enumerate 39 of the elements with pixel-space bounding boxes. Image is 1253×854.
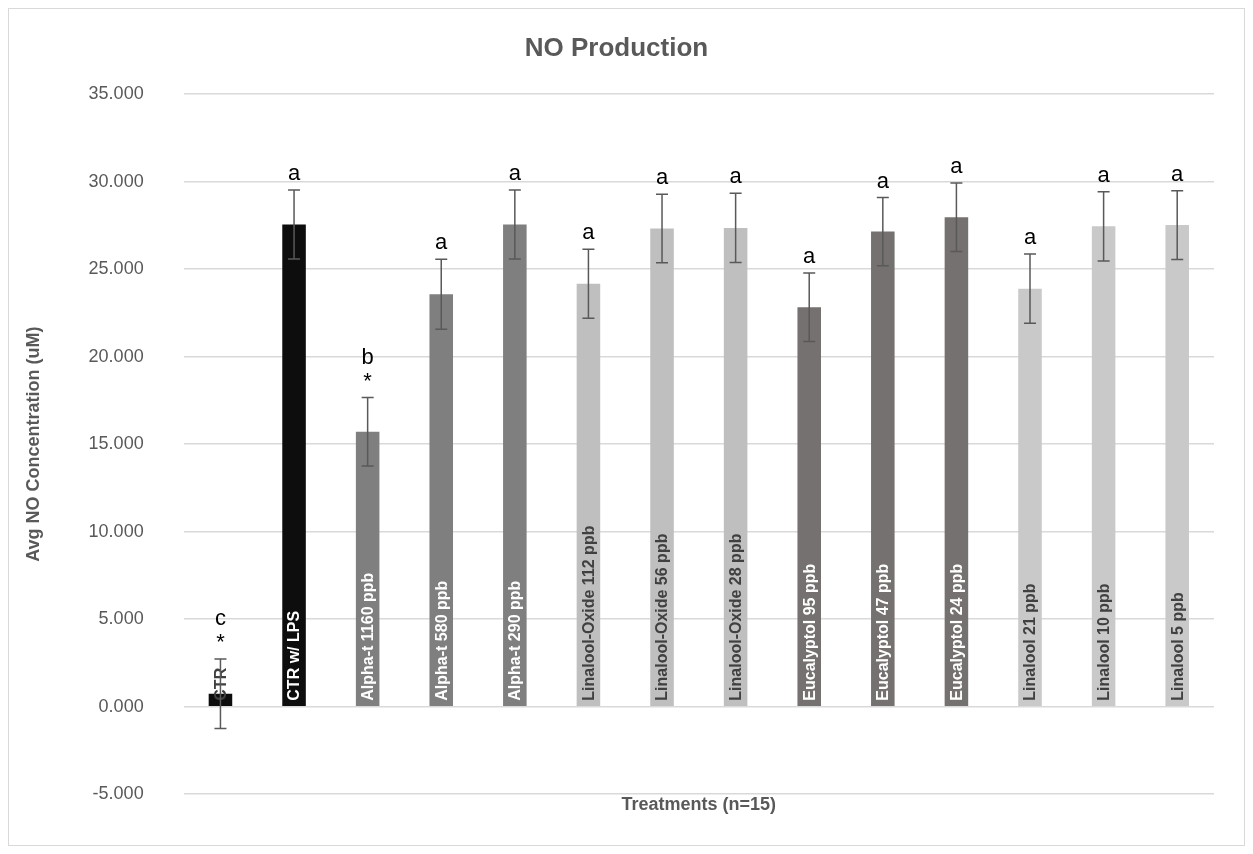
y-axis-title: Avg NO Concentration (uM) — [22, 326, 43, 562]
x-tick-label: CTR w/ LPS — [285, 610, 303, 701]
y-tick-label: 15.000 — [88, 433, 144, 454]
y-tick-label: 30.000 — [88, 170, 144, 191]
y-tick-label: 25.000 — [88, 258, 144, 279]
x-tick-label: Linalool 5 ppb — [1168, 592, 1186, 701]
y-tick-label: 0.000 — [98, 695, 144, 716]
y-tick-label: 5.000 — [98, 608, 144, 629]
x-tick-label: Linalool 10 ppb — [1095, 583, 1113, 701]
x-tick-label: Linalool-Oxide 28 ppb — [727, 533, 745, 701]
x-tick-label: Eucalyptol 47 ppb — [874, 563, 892, 701]
annotation: a — [803, 242, 817, 268]
y-tick-label: -5.000 — [92, 783, 144, 804]
annotation: a — [508, 160, 522, 186]
x-tick-label: Alpha-t 580 ppb — [432, 580, 450, 701]
y-tick-label: 20.000 — [88, 345, 144, 366]
annotation: c * — [214, 605, 226, 655]
x-tick-label: Alpha-t 1160 ppb — [359, 572, 377, 701]
x-tick-label: Eucalyptol 95 ppb — [800, 563, 818, 701]
y-tick-label: 35.000 — [88, 83, 144, 104]
x-tick-label: Eucalyptol 24 ppb — [947, 563, 965, 701]
annotation: b * — [361, 343, 374, 393]
x-tick-label: Linalool-Oxide 112 ppb — [579, 525, 597, 701]
annotation: a — [729, 163, 743, 189]
chart-title: NO Production — [524, 31, 709, 62]
annotation: a — [435, 229, 449, 255]
x-tick-label: Linalool 21 ppb — [1021, 583, 1039, 701]
x-axis-title: Treatments (n=15) — [621, 793, 777, 814]
x-tick-label: Alpha-t 290 ppb — [506, 580, 524, 701]
x-tick-label: Linalool-Oxide 56 ppb — [653, 533, 671, 701]
annotation: a — [582, 219, 596, 245]
annotation: a — [655, 164, 669, 190]
annotation: a — [1023, 224, 1037, 250]
annotation: a — [950, 152, 964, 178]
y-tick-label: 10.000 — [88, 520, 144, 541]
annotation: a — [876, 167, 890, 193]
annotation: a — [1097, 161, 1111, 187]
annotation: a — [287, 160, 301, 186]
annotation: a — [1171, 160, 1185, 186]
